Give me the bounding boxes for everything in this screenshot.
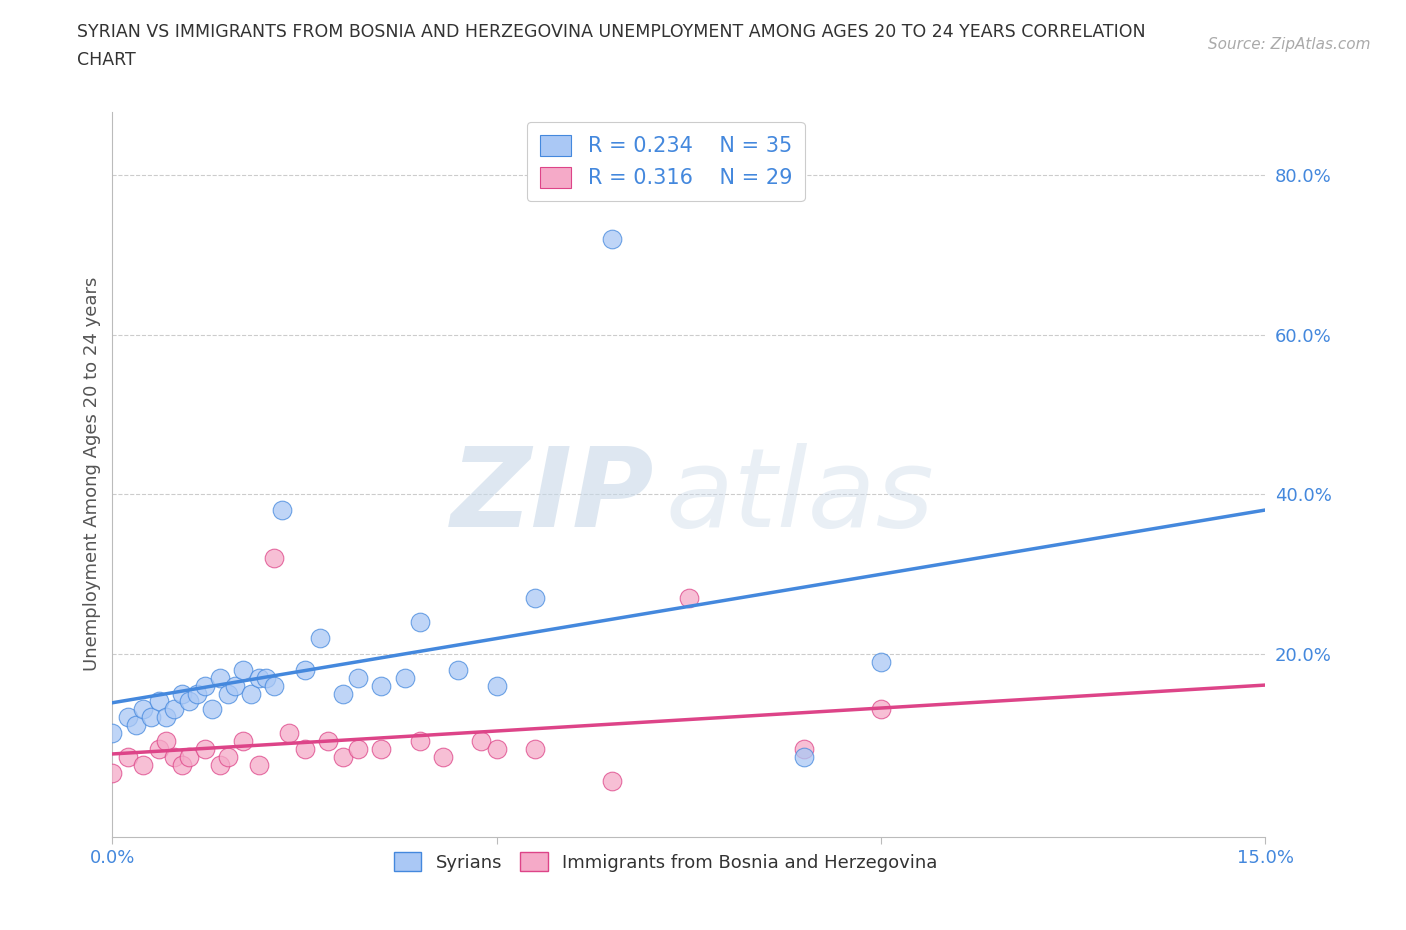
Point xyxy=(263,551,285,565)
Point xyxy=(309,631,332,645)
Point xyxy=(247,671,270,685)
Text: Source: ZipAtlas.com: Source: ZipAtlas.com xyxy=(1208,37,1371,52)
Point xyxy=(201,702,224,717)
Point xyxy=(254,671,277,685)
Point xyxy=(148,742,170,757)
Point xyxy=(370,678,392,693)
Point xyxy=(447,662,470,677)
Point xyxy=(278,726,301,741)
Point xyxy=(270,503,292,518)
Point xyxy=(179,694,201,709)
Point xyxy=(485,742,508,757)
Point xyxy=(101,765,124,780)
Y-axis label: Unemployment Among Ages 20 to 24 years: Unemployment Among Ages 20 to 24 years xyxy=(83,277,101,671)
Point xyxy=(217,686,239,701)
Point xyxy=(294,742,316,757)
Point xyxy=(217,750,239,764)
Point xyxy=(600,774,623,789)
Point xyxy=(294,662,316,677)
Point xyxy=(117,710,139,724)
Point xyxy=(132,702,155,717)
Point xyxy=(179,750,201,764)
Point xyxy=(432,750,454,764)
Point xyxy=(148,694,170,709)
Point xyxy=(209,758,232,773)
Point xyxy=(209,671,232,685)
Point xyxy=(678,591,700,605)
Point xyxy=(485,678,508,693)
Point xyxy=(370,742,392,757)
Point xyxy=(101,726,124,741)
Point xyxy=(870,702,893,717)
Point xyxy=(524,591,547,605)
Point xyxy=(163,702,186,717)
Text: SYRIAN VS IMMIGRANTS FROM BOSNIA AND HERZEGOVINA UNEMPLOYMENT AMONG AGES 20 TO 2: SYRIAN VS IMMIGRANTS FROM BOSNIA AND HER… xyxy=(77,23,1146,41)
Point xyxy=(139,710,162,724)
Point xyxy=(332,750,354,764)
Point xyxy=(347,742,370,757)
Point xyxy=(163,750,186,764)
Point xyxy=(316,734,339,749)
Point xyxy=(470,734,492,749)
Point xyxy=(870,654,893,669)
Point xyxy=(409,734,432,749)
Point xyxy=(170,686,193,701)
Point xyxy=(232,734,254,749)
Point xyxy=(186,686,208,701)
Point xyxy=(247,758,270,773)
Point xyxy=(132,758,155,773)
Point xyxy=(194,742,217,757)
Text: CHART: CHART xyxy=(77,51,136,69)
Point xyxy=(600,232,623,246)
Point xyxy=(194,678,217,693)
Point xyxy=(263,678,285,693)
Text: atlas: atlas xyxy=(666,443,935,550)
Legend: Syrians, Immigrants from Bosnia and Herzegovina: Syrians, Immigrants from Bosnia and Herz… xyxy=(387,845,945,879)
Point xyxy=(155,710,177,724)
Point xyxy=(155,734,177,749)
Point xyxy=(224,678,246,693)
Point xyxy=(232,662,254,677)
Point xyxy=(524,742,547,757)
Point xyxy=(117,750,139,764)
Point xyxy=(394,671,416,685)
Point xyxy=(409,615,432,630)
Text: ZIP: ZIP xyxy=(451,443,654,550)
Point xyxy=(793,742,815,757)
Point xyxy=(170,758,193,773)
Point xyxy=(239,686,262,701)
Point xyxy=(793,750,815,764)
Point xyxy=(332,686,354,701)
Point xyxy=(124,718,146,733)
Point xyxy=(347,671,370,685)
